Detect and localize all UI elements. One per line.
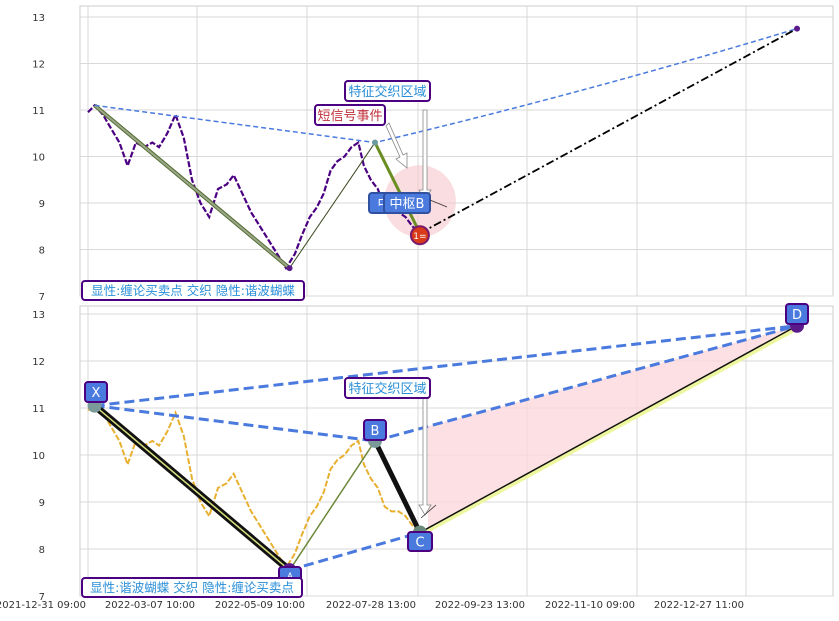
point-label-x: X [92,386,101,401]
harmonic-dashed-line [289,531,421,572]
harmonic-dashed-line [94,324,798,408]
y-tick-label: 9 [39,199,45,210]
point-label-a: A [287,571,293,580]
pivot-label-box [383,192,431,214]
legend-label-top: 显性:缠论买卖点 交织 隐性:谐波蝴蝶 [91,283,295,298]
legend-label-top-box [81,280,305,301]
zone-label-top-box [344,80,431,102]
point-label-b: B [371,424,380,439]
event-label: 短信号事件 [317,109,382,124]
x-tick-label: 2022-11-10 09:00 [545,600,635,611]
harmonic-dashed-line [94,404,376,443]
zone-pointer-bottom [420,504,437,519]
point-label-c-box [407,531,433,552]
event-label-box [314,104,386,126]
leg-cd-glow [418,325,799,537]
y-tick-label: 10 [32,451,45,462]
y-tick-label: 11 [32,404,45,415]
point-label-c: C [415,535,424,550]
low-point-marker [286,265,293,272]
high-point-marker [371,139,378,146]
y-tick-label: 11 [32,106,45,117]
projection-dashdot-line [419,27,798,235]
stroke-line-xa-inner [93,104,291,269]
point-label-d-box [785,303,809,325]
zone-label-bottom-box [344,377,431,399]
zone-label-top: 特征交织区域 [348,84,426,100]
x-tick-label: 2022-12-27 11:00 [654,600,744,611]
envelope-dashed-line [94,27,798,144]
point-label-b-box [363,419,387,441]
y-tick-label: 10 [32,153,45,164]
x-tick-label: 2022-09-23 13:00 [435,600,525,611]
pivot-pointer [429,199,448,208]
zone-label-bottom: 特征交织区域 [348,381,426,397]
stroke-line-bc [373,141,422,234]
y-tick-label: 13 [32,310,45,321]
x-tick-label: 2022-03-07 10:00 [105,600,195,611]
y-tick-label: 7 [39,292,45,303]
pivot-label: 中枢B [390,197,425,212]
x-tick-label: 2021-12-31 09:00 [0,600,86,611]
leg-ab [288,440,376,571]
harmonic-dashed-line [374,324,798,443]
end-point-marker [794,25,801,32]
y-tick-label: 8 [39,246,45,257]
stroke-line-ab [289,142,376,269]
leg-cd [419,325,798,534]
x-tick-label: 2022-07-28 13:00 [326,600,416,611]
marker-label: 1= [413,232,426,242]
y-tick-label: 12 [32,357,45,368]
y-tick-label: 8 [39,545,45,556]
x-tick-label: 2022-05-09 10:00 [215,600,305,611]
marker-circle [409,225,430,246]
y-tick-label: 9 [39,498,45,509]
y-tick-label: 13 [32,13,45,24]
y-tick-label: 7 [39,592,45,603]
leg-bc [372,439,423,534]
point-label-d: D [792,308,802,323]
event-arrow [385,122,408,169]
point-label-x-box [84,381,108,403]
legend-label-bottom: 显性:谐波蝴蝶 交织 隐性:缠论买卖点 [90,580,294,595]
plot-area-0 [79,5,834,297]
leg-xa-inner [94,405,291,571]
zone-arrow-bottom [418,395,432,516]
y-tick-label: 12 [32,60,45,71]
legend-label-bottom-box [81,577,303,598]
